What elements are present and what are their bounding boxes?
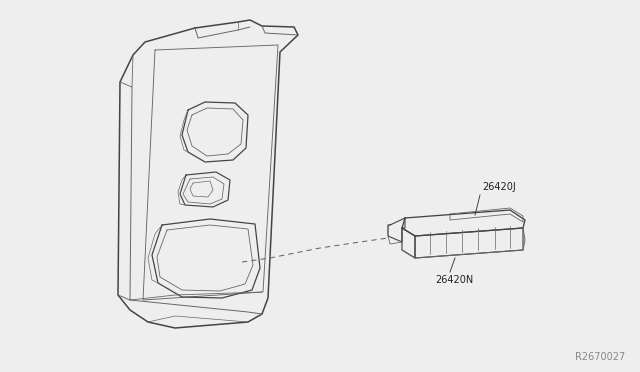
Text: 26420N: 26420N xyxy=(435,275,473,285)
Text: R2670027: R2670027 xyxy=(575,352,625,362)
Text: 26420J: 26420J xyxy=(482,182,516,192)
